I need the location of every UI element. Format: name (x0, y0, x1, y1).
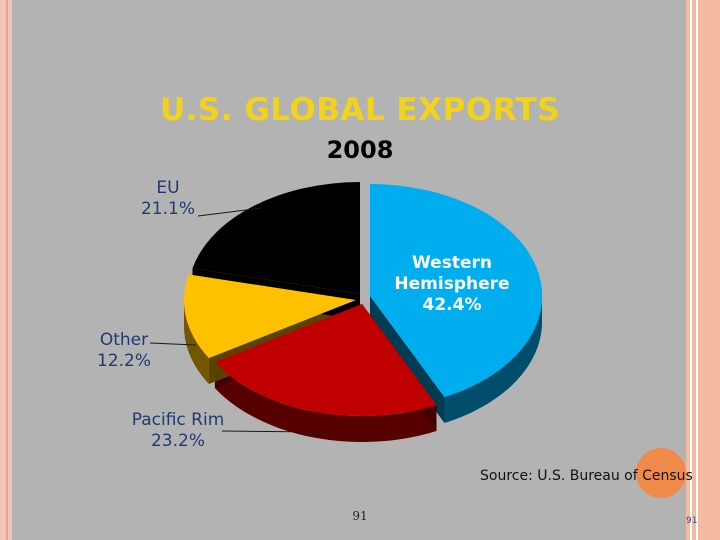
leader-line-2 (149, 342, 197, 346)
slice-label-0: Western (412, 253, 492, 273)
page-number-corner: 91 (686, 516, 698, 526)
slice-label-3: EU (156, 178, 179, 198)
slice-percent-label-0: 42.4% (423, 295, 482, 315)
leader-line-3 (197, 207, 263, 217)
slide-title: U.S. GLOBAL EXPORTS (159, 92, 561, 128)
decorative-circle (636, 448, 686, 498)
pie-slice-0 (370, 183, 543, 397)
slice-percent-label-1: 23.2% (151, 431, 205, 451)
source-note: Source: U.S. Bureau of Census (480, 468, 693, 484)
slice-label-0: Hemisphere (394, 274, 509, 294)
slice-label-2: Other (100, 330, 148, 350)
pie-slice-side-0 (444, 296, 542, 423)
slice-percent-label-3: 21.1% (141, 199, 195, 219)
pie-slice-3 (192, 182, 360, 294)
slide-frame-right (686, 0, 720, 540)
slide-frame-left (0, 0, 12, 540)
pie-slice-side-1 (214, 362, 437, 442)
pie-slice-side-2 (184, 300, 209, 384)
slice-percent-label-2: 12.2% (97, 351, 151, 371)
page-number: 91 (352, 509, 368, 523)
slide-subtitle: 2008 (326, 136, 394, 164)
slice-label-1: Pacific Rim (132, 410, 225, 430)
pie-slice-2 (183, 274, 356, 358)
leader-line-1 (221, 430, 323, 433)
pie-slice-1 (214, 304, 437, 417)
